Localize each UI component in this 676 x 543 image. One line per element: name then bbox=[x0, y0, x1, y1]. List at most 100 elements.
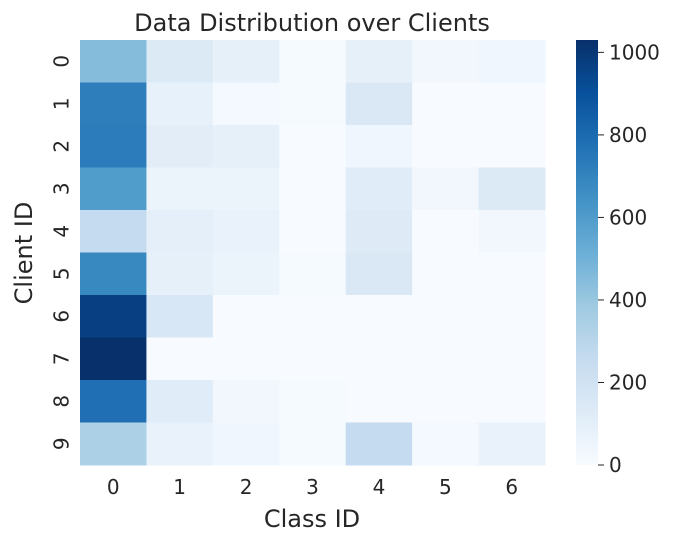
x-axis-label: Class ID bbox=[264, 505, 360, 533]
heatmap-cell bbox=[478, 252, 546, 296]
x-tick-label: 2 bbox=[240, 475, 253, 499]
heatmap-cell bbox=[212, 210, 280, 253]
y-tick-label: 2 bbox=[50, 140, 74, 153]
colorbar-tick-label: 200 bbox=[609, 370, 647, 394]
heatmap-cell bbox=[279, 422, 347, 466]
heatmap-cell bbox=[80, 337, 147, 381]
x-tick-label: 4 bbox=[373, 475, 386, 499]
heatmap-cell bbox=[212, 422, 280, 466]
heatmap-cell bbox=[80, 252, 147, 296]
colorbar-tick-label: 600 bbox=[609, 205, 647, 229]
heatmap-cell bbox=[345, 337, 413, 381]
y-tick-label: 3 bbox=[50, 182, 74, 195]
heatmap-cell bbox=[412, 337, 480, 381]
heatmap-cells bbox=[80, 40, 546, 466]
heatmap-cell bbox=[279, 125, 347, 168]
heatmap-cell bbox=[279, 82, 347, 126]
heatmap-cell bbox=[478, 82, 546, 126]
heatmap-cell bbox=[212, 295, 280, 338]
heatmap-cell bbox=[279, 167, 347, 211]
x-tick-label: 1 bbox=[173, 475, 186, 499]
heatmap-cell bbox=[80, 295, 147, 338]
y-tick-label: 9 bbox=[50, 437, 74, 450]
heatmap-cell bbox=[345, 167, 413, 211]
heatmap-cell bbox=[345, 422, 413, 466]
heatmap-cell bbox=[478, 40, 546, 83]
heatmap-cell bbox=[279, 210, 347, 253]
heatmap-cell bbox=[80, 125, 147, 168]
y-tick-labels: 0 1 2 3 4 5 6 7 8 9 bbox=[50, 55, 74, 450]
heatmap-cell bbox=[412, 380, 480, 423]
colorbar bbox=[576, 40, 598, 465]
heatmap-cell bbox=[146, 167, 214, 211]
heatmap-cell bbox=[80, 380, 147, 423]
heatmap-cell bbox=[212, 125, 280, 168]
heatmap-cell bbox=[279, 295, 347, 338]
heatmap-cell bbox=[345, 40, 413, 83]
heatmap-cell bbox=[212, 167, 280, 211]
heatmap-cell bbox=[80, 422, 147, 466]
y-tick-label: 1 bbox=[50, 97, 74, 110]
heatmap-cell bbox=[279, 380, 347, 423]
colorbar-ticks: 0 200 400 600 800 1000 bbox=[598, 40, 660, 477]
heatmap-cell bbox=[345, 125, 413, 168]
heatmap-cell bbox=[146, 40, 214, 83]
x-tick-labels: 0 1 2 3 4 5 6 bbox=[107, 475, 518, 499]
heatmap-cell bbox=[80, 82, 147, 126]
heatmap-cell bbox=[212, 40, 280, 83]
y-tick-label: 4 bbox=[50, 225, 74, 238]
heatmap-cell bbox=[146, 295, 214, 338]
heatmap-cell bbox=[478, 337, 546, 381]
heatmap-cell bbox=[345, 210, 413, 253]
heatmap-cell bbox=[478, 210, 546, 253]
heatmap-cell bbox=[345, 252, 413, 296]
heatmap-cell bbox=[80, 167, 147, 211]
heatmap-cell bbox=[146, 125, 214, 168]
heatmap-cell bbox=[345, 82, 413, 126]
heatmap-cell bbox=[412, 82, 480, 126]
y-axis-label: Client ID bbox=[10, 202, 38, 305]
heatmap-cell bbox=[146, 337, 214, 381]
heatmap-cell bbox=[412, 125, 480, 168]
heatmap-cell bbox=[478, 167, 546, 211]
heatmap-cell bbox=[412, 295, 480, 338]
heatmap-cell bbox=[212, 82, 280, 126]
heatmap-cell bbox=[345, 295, 413, 338]
heatmap-cell bbox=[146, 252, 214, 296]
y-tick-label: 5 bbox=[50, 267, 74, 280]
y-tick-label: 6 bbox=[50, 310, 74, 323]
heatmap-cell bbox=[478, 125, 546, 168]
heatmap-cell bbox=[146, 380, 214, 423]
heatmap-cell bbox=[279, 40, 347, 83]
heatmap-cell bbox=[412, 210, 480, 253]
x-tick-label: 0 bbox=[107, 475, 120, 499]
heatmap-cell bbox=[345, 380, 413, 423]
heatmap-cell bbox=[212, 337, 280, 381]
heatmap-cell bbox=[146, 422, 214, 466]
x-tick-label: 6 bbox=[505, 475, 518, 499]
heatmap-cell bbox=[80, 210, 147, 253]
heatmap-cell bbox=[412, 252, 480, 296]
heatmap-cell bbox=[212, 252, 280, 296]
heatmap-cell bbox=[412, 40, 480, 83]
colorbar-tick-label: 1000 bbox=[609, 40, 660, 64]
heatmap-cell bbox=[478, 380, 546, 423]
heatmap-cell bbox=[80, 40, 147, 83]
y-tick-label: 7 bbox=[50, 352, 74, 365]
heatmap-cell bbox=[279, 337, 347, 381]
heatmap-cell bbox=[279, 252, 347, 296]
heatmap-cell bbox=[478, 295, 546, 338]
colorbar-tick-label: 0 bbox=[609, 453, 622, 477]
y-tick-label: 8 bbox=[50, 395, 74, 408]
heatmap-cell bbox=[478, 422, 546, 466]
heatmap-cell bbox=[212, 380, 280, 423]
x-tick-label: 5 bbox=[439, 475, 452, 499]
heatmap-cell bbox=[146, 210, 214, 253]
chart-title: Data Distribution over Clients bbox=[134, 9, 490, 37]
colorbar-tick-label: 800 bbox=[609, 123, 647, 147]
y-tick-label: 0 bbox=[50, 55, 74, 68]
heatmap-cell bbox=[146, 82, 214, 126]
colorbar-tick-label: 400 bbox=[609, 288, 647, 312]
heatmap-cell bbox=[412, 422, 480, 466]
